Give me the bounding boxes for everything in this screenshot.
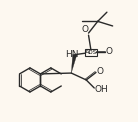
Text: HN: HN (65, 50, 79, 59)
Text: O: O (97, 67, 104, 76)
Text: O: O (82, 25, 89, 34)
Polygon shape (71, 54, 77, 73)
Text: OH: OH (95, 85, 109, 94)
Text: Abs: Abs (85, 49, 97, 55)
Text: O: O (105, 47, 112, 56)
FancyBboxPatch shape (85, 49, 97, 56)
